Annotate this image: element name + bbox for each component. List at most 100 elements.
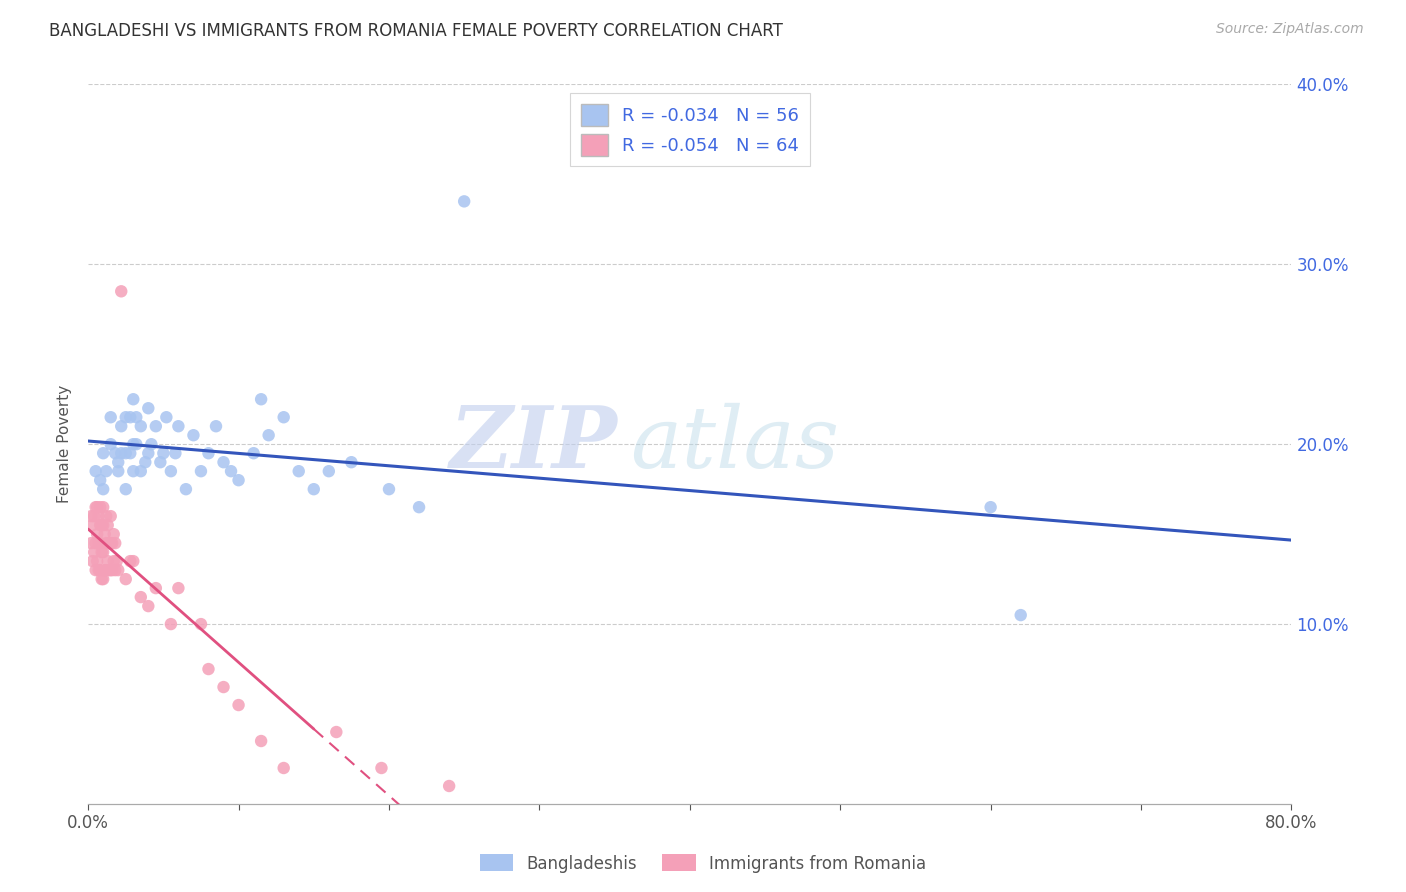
Point bbox=[114, 572, 136, 586]
Point bbox=[136, 401, 159, 416]
Point bbox=[257, 428, 280, 442]
Point bbox=[98, 563, 121, 577]
Point bbox=[122, 464, 145, 478]
Text: Source: ZipAtlas.com: Source: ZipAtlas.com bbox=[1216, 22, 1364, 37]
Point bbox=[107, 455, 129, 469]
Point bbox=[136, 599, 159, 613]
Point bbox=[89, 563, 111, 577]
Point bbox=[101, 563, 124, 577]
Point bbox=[96, 464, 118, 478]
Point bbox=[340, 455, 363, 469]
Point bbox=[87, 536, 110, 550]
Point bbox=[100, 437, 122, 451]
Point bbox=[100, 536, 122, 550]
Point bbox=[120, 554, 142, 568]
Point bbox=[155, 410, 177, 425]
Point bbox=[80, 536, 103, 550]
Point bbox=[114, 446, 136, 460]
Point bbox=[273, 761, 295, 775]
Point bbox=[96, 509, 118, 524]
Point bbox=[125, 410, 148, 425]
Point bbox=[98, 536, 121, 550]
Point bbox=[145, 581, 167, 595]
Point bbox=[91, 446, 114, 460]
Point bbox=[136, 446, 159, 460]
Point bbox=[370, 761, 392, 775]
Point bbox=[114, 482, 136, 496]
Point bbox=[197, 446, 219, 460]
Point bbox=[167, 581, 190, 595]
Point bbox=[437, 779, 460, 793]
Point bbox=[91, 572, 114, 586]
Point bbox=[205, 419, 228, 434]
Point bbox=[82, 518, 104, 533]
Point bbox=[104, 446, 127, 460]
Point bbox=[408, 500, 430, 515]
Point bbox=[165, 446, 187, 460]
Point bbox=[90, 518, 112, 533]
Point bbox=[100, 410, 122, 425]
Point bbox=[120, 410, 142, 425]
Text: BANGLADESHI VS IMMIGRANTS FROM ROMANIA FEMALE POVERTY CORRELATION CHART: BANGLADESHI VS IMMIGRANTS FROM ROMANIA F… bbox=[49, 22, 783, 40]
Y-axis label: Female Poverty: Female Poverty bbox=[58, 385, 72, 503]
Point bbox=[84, 563, 107, 577]
Point bbox=[103, 554, 125, 568]
Point bbox=[96, 536, 118, 550]
Point bbox=[110, 285, 132, 299]
Point bbox=[86, 554, 108, 568]
Point bbox=[242, 446, 264, 460]
Point bbox=[129, 419, 152, 434]
Point bbox=[90, 572, 112, 586]
Point bbox=[174, 482, 197, 496]
Point bbox=[87, 509, 110, 524]
Point bbox=[110, 419, 132, 434]
Point bbox=[89, 473, 111, 487]
Point bbox=[86, 527, 108, 541]
Point bbox=[96, 563, 118, 577]
Point bbox=[129, 590, 152, 604]
Point bbox=[110, 446, 132, 460]
Point bbox=[212, 680, 235, 694]
Point bbox=[97, 518, 120, 533]
Point bbox=[318, 464, 340, 478]
Point bbox=[107, 464, 129, 478]
Point bbox=[219, 464, 242, 478]
Point bbox=[228, 698, 250, 712]
Point bbox=[84, 536, 107, 550]
Point bbox=[197, 662, 219, 676]
Point bbox=[101, 536, 124, 550]
Point bbox=[90, 545, 112, 559]
Point bbox=[104, 536, 127, 550]
Point bbox=[100, 563, 122, 577]
Text: atlas: atlas bbox=[630, 403, 839, 485]
Point bbox=[149, 455, 172, 469]
Point bbox=[89, 500, 111, 515]
Point bbox=[122, 392, 145, 407]
Point bbox=[190, 464, 212, 478]
Point bbox=[160, 464, 183, 478]
Point bbox=[83, 545, 105, 559]
Point bbox=[80, 509, 103, 524]
Point bbox=[87, 563, 110, 577]
Point bbox=[302, 482, 325, 496]
Point bbox=[325, 725, 347, 739]
Point bbox=[250, 392, 273, 407]
Legend: Bangladeshis, Immigrants from Romania: Bangladeshis, Immigrants from Romania bbox=[474, 847, 932, 880]
Point bbox=[82, 554, 104, 568]
Point bbox=[273, 410, 295, 425]
Point bbox=[97, 554, 120, 568]
Point bbox=[120, 446, 142, 460]
Point bbox=[84, 464, 107, 478]
Point bbox=[183, 428, 205, 442]
Point bbox=[105, 554, 128, 568]
Point bbox=[141, 437, 163, 451]
Point bbox=[103, 527, 125, 541]
Point bbox=[84, 500, 107, 515]
Point bbox=[122, 437, 145, 451]
Point bbox=[287, 464, 309, 478]
Point bbox=[453, 194, 475, 209]
Point bbox=[212, 455, 235, 469]
Point bbox=[89, 518, 111, 533]
Point bbox=[91, 482, 114, 496]
Point bbox=[83, 509, 105, 524]
